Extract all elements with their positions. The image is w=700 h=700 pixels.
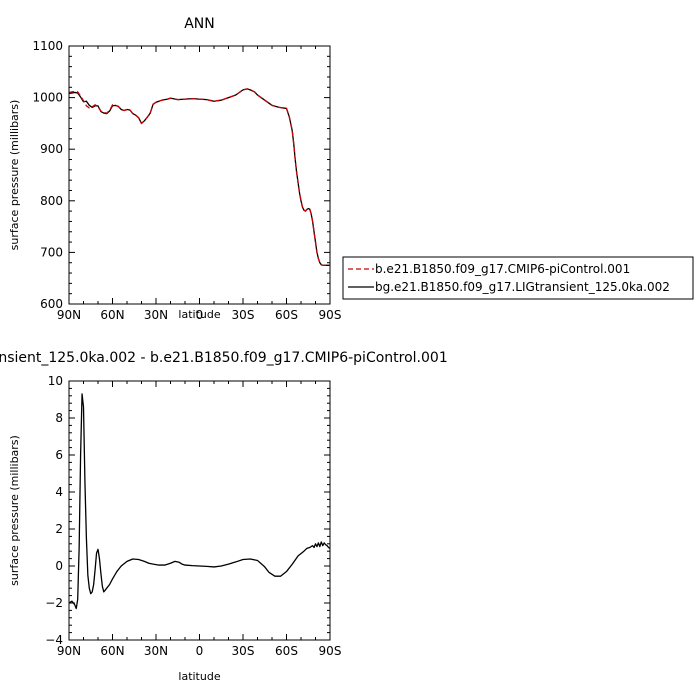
y-tick-label: 600 (40, 297, 63, 311)
y-tick-label: 4 (55, 485, 63, 499)
x-axis-label: latitude (178, 670, 220, 683)
x-tick-label: 90S (319, 644, 342, 658)
chart-1: ANN 90N 60N 30N 0 30S 60S 90S 600 700 800 900 1000 11… (8, 16, 694, 322)
y-tick-label: −2 (45, 596, 63, 610)
y-tick-label: 1000 (32, 91, 63, 105)
plot-frame (68, 380, 331, 641)
legend-label: bg.e21.B1850.f09_g17.LIGtransient_125.0k… (375, 280, 670, 294)
x-axis-label: latitude (178, 308, 220, 321)
chart-2: .LIGtransient_125.0ka.002 - b.e21.B1850.… (0, 350, 448, 683)
x-tick-label: 0 (196, 308, 204, 322)
series-group (69, 393, 330, 610)
x-tick-label: 90N (57, 644, 81, 658)
y-tick-label: 8 (55, 411, 63, 425)
legend-label: b.e21.B1850.f09_g17.CMIP6-piControl.001 (375, 262, 630, 276)
chart-title: ANN (184, 16, 215, 32)
x-tick-label: 90N (57, 308, 81, 322)
x-tick-label: 90S (319, 308, 342, 322)
series-line-2 (69, 88, 330, 266)
y-tick-label: 2 (55, 522, 63, 536)
x-tick-label: 30N (144, 308, 168, 322)
y-axis-label: surface pressure (millibars) (8, 435, 21, 586)
y-tick-label: 1100 (32, 39, 63, 53)
x-tick-label: 60N (100, 308, 124, 322)
legend-box (342, 256, 694, 300)
y-tick-label: 900 (40, 142, 63, 156)
plot-frame (68, 45, 331, 305)
y-tick-label: 10 (48, 374, 63, 388)
x-tick-label: 30S (232, 644, 255, 658)
y-tick-label: 700 (40, 245, 63, 259)
x-tick-label: 30S (232, 308, 255, 322)
x-tick-label: 0 (196, 644, 204, 658)
legend: b.e21.B1850.f09_g17.CMIP6-piControl.001b… (342, 256, 694, 300)
x-tick-label: 30N (144, 644, 168, 658)
series-line-1 (69, 393, 330, 610)
series-group (69, 88, 330, 266)
x-tick-label: 60S (275, 308, 298, 322)
x-tick-label: 60N (100, 644, 124, 658)
x-tick-label: 60S (275, 644, 298, 658)
series-line-1 (69, 88, 330, 266)
y-tick-label: −4 (45, 633, 63, 647)
y-axis-label: surface pressure (millibars) (8, 100, 21, 251)
chart-title: .LIGtransient_125.0ka.002 - b.e21.B1850.… (0, 350, 448, 366)
y-tick-label: 0 (55, 559, 63, 573)
y-tick-label: 6 (55, 448, 63, 462)
y-tick-label: 800 (40, 194, 63, 208)
